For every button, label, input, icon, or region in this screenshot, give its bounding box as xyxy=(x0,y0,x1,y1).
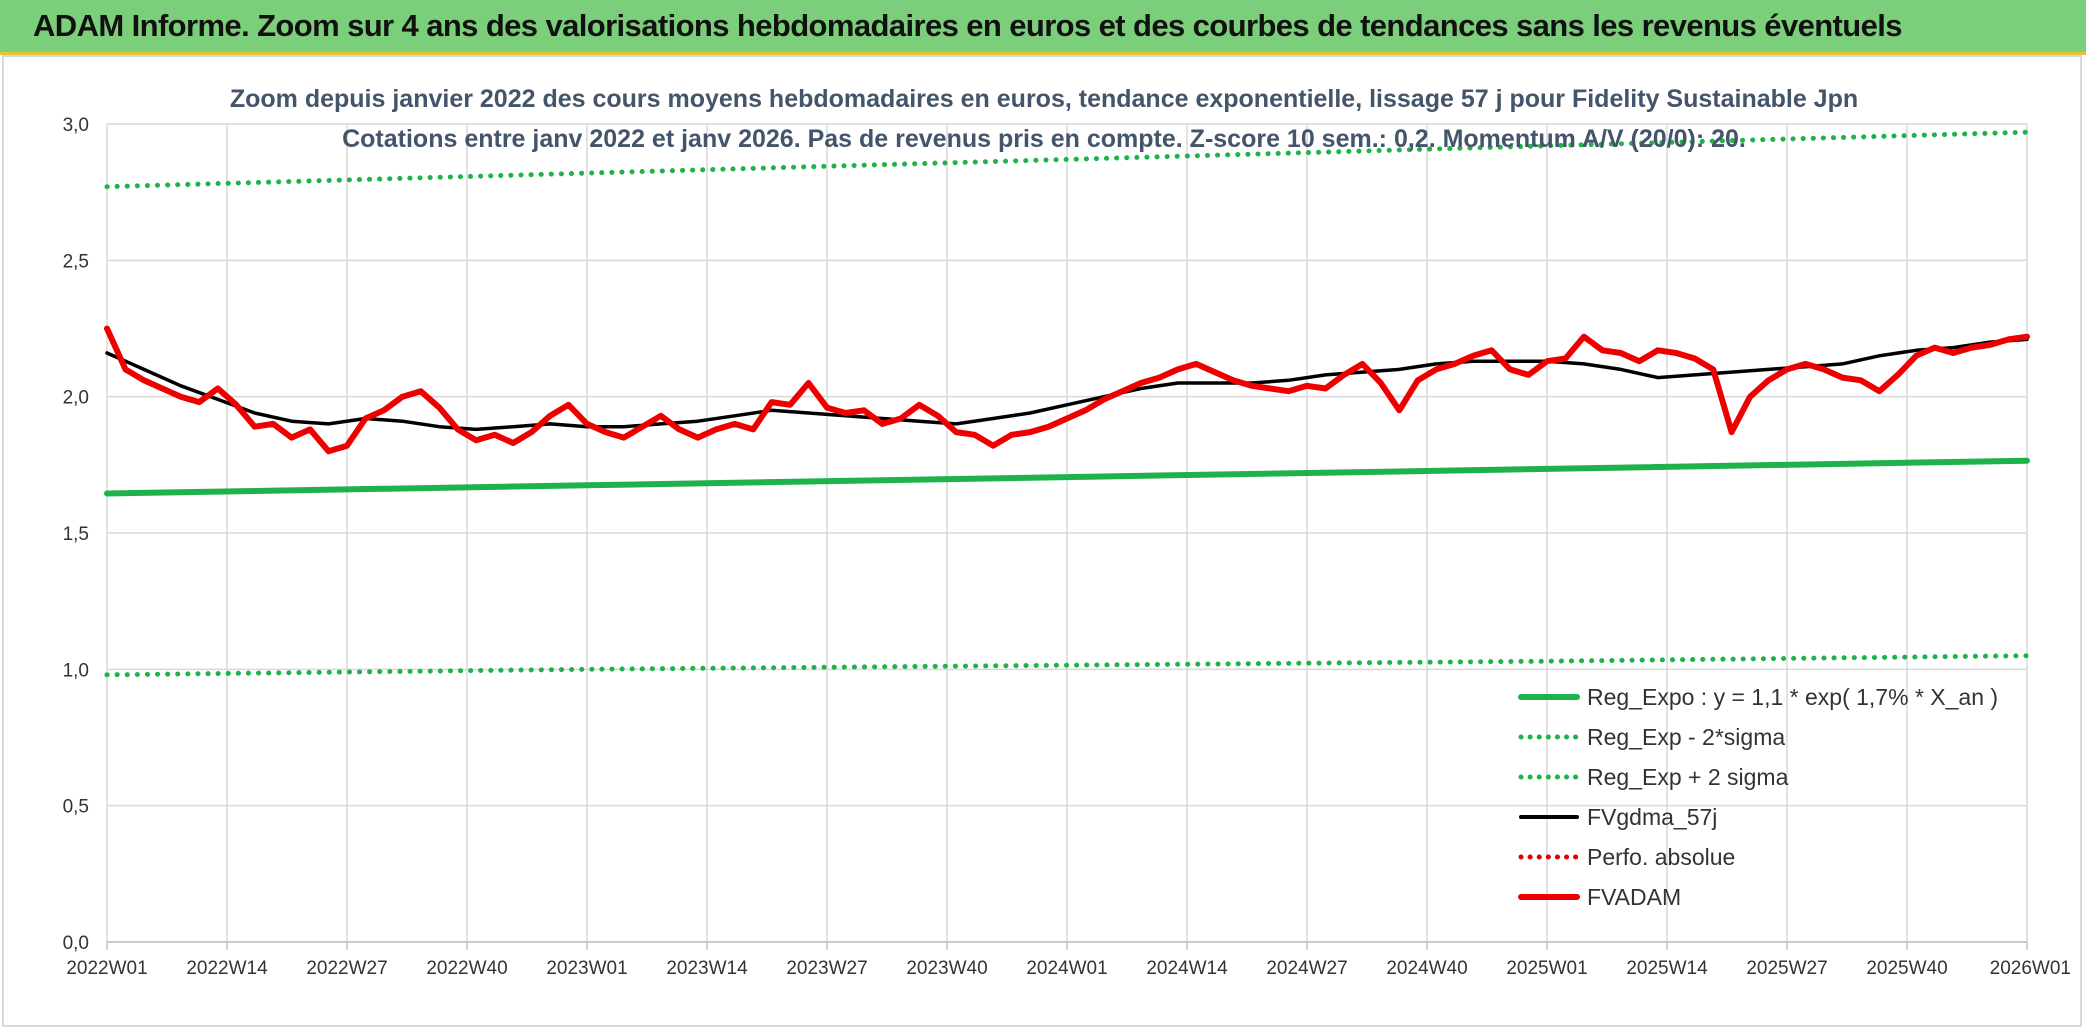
series-line-2 xyxy=(104,129,2030,190)
x-tick-label: 2023W01 xyxy=(546,958,627,979)
legend-label-3: FVgdma_57j xyxy=(1587,804,1717,830)
x-tick-label: 2025W27 xyxy=(1746,958,1827,979)
legend-label-0: Reg_Expo : y = 1,1 * exp( 1,7% * X_an ) xyxy=(1587,684,1998,710)
chart-frame: 0,0 0,5 1,0 1,5 2,0 2,5 3,0 2022W01 2022W14 2022… xyxy=(2,55,2082,1027)
x-tick-label: 2023W40 xyxy=(906,958,987,979)
x-tick-label: 2023W14 xyxy=(666,958,748,979)
y-tick-label: 0,0 xyxy=(63,933,89,954)
chart-title: Zoom depuis janvier 2022 des cours moyen… xyxy=(230,85,1858,113)
legend-label-5: FVADAM xyxy=(1587,884,1681,910)
x-tick-label: 2025W14 xyxy=(1626,958,1708,979)
x-axis-tick-labels: 2022W01 2022W14 2022W27 2022W40 2023W01 2023W… xyxy=(66,958,2071,979)
report-banner: ADAM Informe. Zoom sur 4 ans des valoris… xyxy=(0,0,2086,55)
x-tick-label: 2022W01 xyxy=(66,958,147,979)
x-tick-label: 2025W01 xyxy=(1506,958,1587,979)
x-tick-label: 2024W27 xyxy=(1266,958,1347,979)
chart-subtitle: Cotations entre janv 2022 et janv 2026. … xyxy=(342,125,1746,153)
y-axis-tick-labels: 0,0 0,5 1,0 1,5 2,0 2,5 3,0 xyxy=(63,115,89,954)
x-tick-label: 2023W27 xyxy=(786,958,867,979)
x-tick-label: 2022W40 xyxy=(426,958,507,979)
y-tick-label: 3,0 xyxy=(63,115,89,136)
y-tick-label: 2,0 xyxy=(63,388,89,409)
series-lines xyxy=(104,129,2030,678)
y-tick-label: 0,5 xyxy=(63,797,89,818)
x-tick-label: 2022W27 xyxy=(306,958,387,979)
series-line-1 xyxy=(104,653,2030,678)
line-chart: 0,00,51,01,52,02,53,0 2022W01 2022W14 2022… xyxy=(63,85,2071,979)
grid-lines xyxy=(106,123,2028,950)
legend-label-1: Reg_Exp - 2*sigma xyxy=(1587,724,1785,750)
x-tick-label: 2024W14 xyxy=(1146,958,1228,979)
y-tick-label: 2,5 xyxy=(63,251,89,272)
legend-label-4: Perfo. absolue xyxy=(1587,844,1735,870)
y-tick-label: 1,0 xyxy=(63,660,89,681)
x-tick-label: 2024W40 xyxy=(1386,958,1467,979)
x-tick-label: 2025W40 xyxy=(1866,958,1947,979)
series-line-0 xyxy=(104,457,2030,497)
series-line-5 xyxy=(104,325,2030,455)
legend: Reg_Expo : y = 1,1 * exp( 1,7% * X_an ) R… xyxy=(1518,684,1998,910)
y-tick-label: 1,5 xyxy=(63,524,89,545)
x-tick-label: 2022W14 xyxy=(186,958,268,979)
x-tick-label: 2026W01 xyxy=(1990,958,2071,979)
report-title: ADAM Informe. Zoom sur 4 ans des valoris… xyxy=(33,8,1903,43)
legend-label-2: Reg_Exp + 2 sigma xyxy=(1587,764,1789,790)
series-line-3 xyxy=(105,337,2029,432)
x-tick-label: 2024W01 xyxy=(1026,958,1107,979)
